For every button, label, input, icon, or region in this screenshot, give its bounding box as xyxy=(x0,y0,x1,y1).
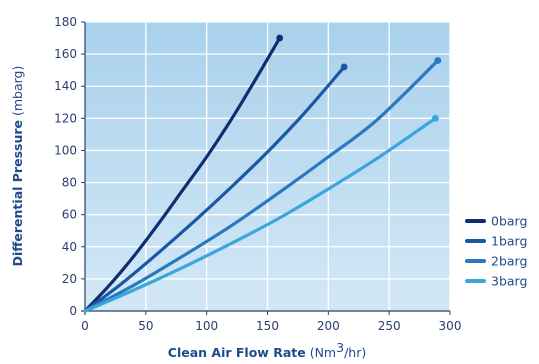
series-end-point-1barg xyxy=(340,63,348,71)
y-tick-labels: 0 20 40 60 80 100 120 140 160 180 xyxy=(54,15,77,318)
legend-label-1barg: 1barg xyxy=(491,234,527,249)
legend-label-0barg: 0barg xyxy=(491,214,527,229)
x-tick-label: 50 xyxy=(138,319,153,333)
series-line-3barg xyxy=(83,116,437,313)
x-tick-labels: 0 50 100 150 200 250 300 xyxy=(81,319,461,333)
series-line-1barg xyxy=(83,65,346,313)
legend: 0barg 1barg 2barg 3barg xyxy=(465,214,527,289)
y-tick-label: 80 xyxy=(62,176,77,190)
y-tick-label: 180 xyxy=(54,15,77,29)
x-axis-title-unit-pre: (Nm xyxy=(310,345,336,360)
x-axis-title: Clean Air Flow Rate (Nm3/hr) xyxy=(168,340,366,360)
series-end-point-3barg xyxy=(432,114,439,122)
x-tick-label: 0 xyxy=(81,319,89,333)
x-tick-label: 250 xyxy=(378,319,401,333)
series-line-0barg xyxy=(83,36,282,313)
x-axis-title-main: Clean Air Flow Rate xyxy=(168,345,306,360)
y-tick-label: 20 xyxy=(62,272,77,286)
series-end-point-0barg xyxy=(276,34,284,42)
series-lines xyxy=(83,34,442,313)
y-tick-label: 40 xyxy=(62,240,77,254)
y-tick-label: 60 xyxy=(62,208,77,222)
y-axis-title: Differential Pressure (mbarg) xyxy=(10,66,25,267)
axes xyxy=(81,21,451,315)
series-line-2barg xyxy=(83,58,440,313)
x-tick-label: 300 xyxy=(439,319,462,333)
series-end-point-2barg xyxy=(434,57,442,64)
x-axis-title-unit-sup: 3 xyxy=(336,340,344,355)
legend-label-3barg: 3barg xyxy=(491,274,527,289)
y-tick-label: 140 xyxy=(54,79,77,93)
y-tick-label: 0 xyxy=(69,304,77,318)
y-tick-label: 160 xyxy=(54,47,77,61)
x-axis-title-unit-post: /hr) xyxy=(344,345,366,360)
x-tick-label: 100 xyxy=(195,319,218,333)
y-axis-title-unit: (mbarg) xyxy=(10,66,25,116)
x-tick-label: 200 xyxy=(317,319,340,333)
y-tick-label: 120 xyxy=(54,111,77,125)
y-axis-title-main: Differential Pressure xyxy=(10,120,25,266)
x-tick-label: 150 xyxy=(256,319,279,333)
legend-label-2barg: 2barg xyxy=(491,254,527,269)
y-tick-label: 100 xyxy=(54,143,77,157)
